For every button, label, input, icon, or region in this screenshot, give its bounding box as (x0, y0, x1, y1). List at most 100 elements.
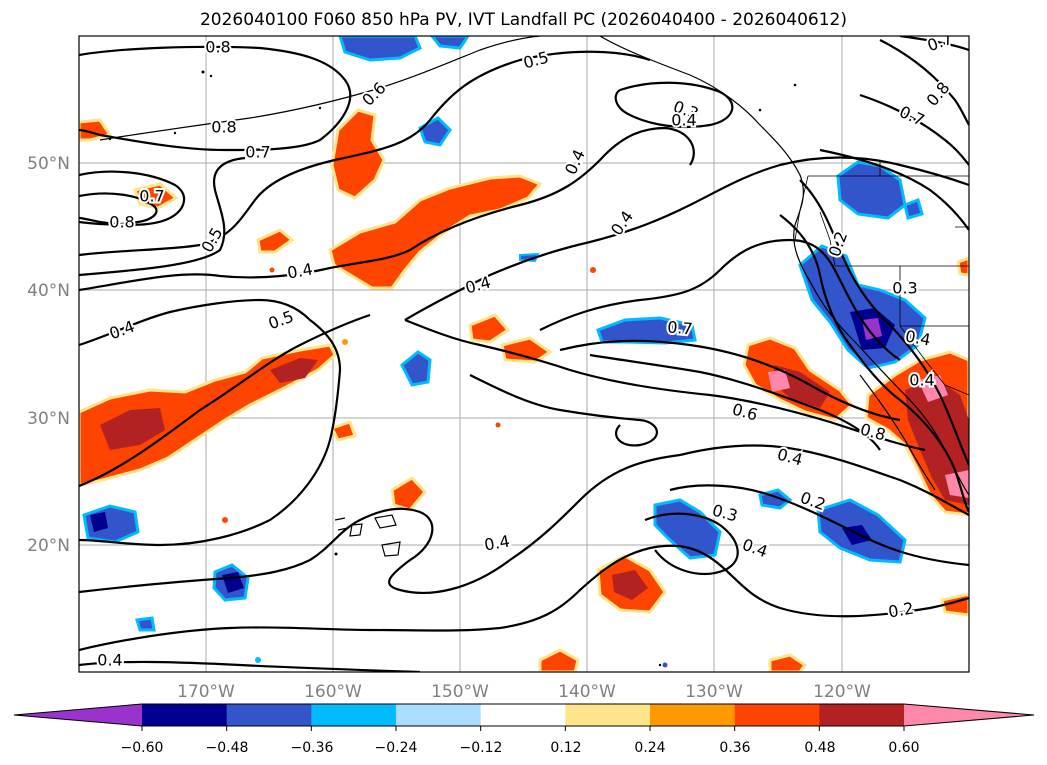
pv-blob-negative (400, 350, 432, 387)
ivt-contour (79, 126, 695, 292)
contour-label: 0.7 (666, 317, 693, 338)
pv-blob-negative (418, 116, 452, 147)
contour-label: 0.3 (892, 279, 917, 298)
pv-blob-positive (256, 228, 295, 254)
lat-label: 30°N (27, 409, 70, 429)
pv-dot-positive (222, 517, 228, 523)
colorbar-segment (819, 704, 905, 726)
lon-label: 130°W (685, 682, 743, 702)
island-speck (318, 106, 322, 110)
island-speck (173, 131, 177, 135)
ivt-contour (819, 148, 969, 231)
contour-label: 0.7 (139, 187, 164, 206)
ivt-contour (859, 93, 969, 166)
ivt-contour (79, 298, 342, 547)
island-speck (209, 74, 213, 78)
colorbar-tick-label: −0.60 (121, 740, 164, 756)
pv-blob-positive (329, 420, 357, 442)
pv-blob-negative (82, 504, 140, 544)
island-speck (758, 108, 762, 112)
pv-dot-positive (269, 267, 275, 273)
state-border (819, 211, 836, 267)
map-frame (78, 35, 970, 673)
coastline-baja (859, 374, 936, 491)
lon-label: 170°W (177, 682, 235, 702)
pv-blob-positive-extreme (945, 470, 969, 498)
colorbar-tick-label: 0.36 (719, 740, 750, 756)
island-speck (108, 137, 112, 141)
colorbar-segment (480, 704, 566, 726)
coastlines (99, 36, 969, 557)
contour-label: 0.7 (245, 143, 270, 162)
ivt-contour (614, 81, 734, 129)
colorbar-tick-label: −0.36 (291, 740, 334, 756)
contour-label: 0.4 (909, 371, 934, 390)
island-speck (793, 83, 797, 87)
pv-blob-negative-extreme (862, 318, 882, 340)
latitude-labels: 50°N 40°N 30°N 20°N (27, 154, 70, 556)
map-title: 2026040100 F060 850 hPa PV, IVT Landfall… (199, 10, 847, 30)
contour-label: 0.4 (671, 111, 696, 130)
ivt-contour (799, 179, 969, 466)
ivt-contour (589, 353, 881, 451)
contour-label: 0.8 (205, 38, 230, 57)
ivt-contour (559, 339, 901, 422)
colorbar-tick-label: −0.48 (206, 740, 249, 756)
island-speck (658, 663, 662, 667)
ivt-contour (539, 238, 901, 361)
colorbar-segment (396, 704, 482, 726)
colorbar-segment (311, 704, 397, 726)
island-specks (108, 70, 797, 667)
lat-label: 20°N (27, 536, 70, 556)
pv-blob-positive-core (905, 378, 969, 505)
pv-blob-positive (538, 648, 580, 672)
colorbar-segment (565, 704, 651, 726)
ivt-contour (79, 170, 186, 226)
pv-dot-positive (590, 267, 596, 273)
colorbar-extension-max (904, 704, 1034, 726)
ivt-contour (469, 374, 658, 447)
ivt-contour (404, 156, 969, 321)
colorbar-segment (734, 704, 820, 726)
colorbar-segment (650, 704, 736, 726)
pv-blob-negative (798, 244, 927, 370)
contour-label: 0.8 (109, 213, 134, 232)
ivt-contour (669, 484, 969, 567)
lon-label: 160°W (304, 682, 362, 702)
colorbar-tick-label: −0.24 (375, 740, 418, 756)
lon-label: 140°W (558, 682, 616, 702)
lat-label: 40°N (27, 281, 70, 301)
pv-dot-negative (255, 657, 261, 663)
colorbar-tick-label: 0.60 (888, 740, 919, 756)
lon-label: 150°W (431, 682, 489, 702)
pv-dot-negative (662, 662, 668, 668)
pv-dot-positive (495, 422, 501, 428)
ivt-contour (79, 192, 158, 226)
state-border (955, 226, 969, 266)
colorbar (13, 703, 1035, 731)
pv-blob-positive (768, 653, 808, 672)
pv-blob-negative (135, 616, 156, 632)
colorbar-segment (226, 704, 312, 726)
longitude-labels: 170°W 160°W 150°W 140°W 130°W 120°W (177, 682, 871, 702)
pv-blob-negative-core (90, 512, 108, 532)
contour-label: 0.8 (211, 118, 236, 137)
lat-label: 50°N (27, 154, 70, 174)
pv-blob-negative (430, 36, 470, 50)
colorbar-tick-labels: −0.60 −0.48 −0.36 −0.24 −0.12 0.12 0.24 … (121, 740, 920, 756)
coastline-north-america (599, 36, 969, 496)
ivt-contour (679, 444, 969, 516)
map-plot-area: 0.80.80.70.70.80.50.40.40.50.40.60.50.40… (79, 36, 969, 672)
ivt-contour (79, 660, 421, 672)
colorbar-tick-label: 0.12 (550, 740, 581, 756)
ivt-contour (79, 544, 969, 652)
ivt-contour (79, 50, 651, 257)
island-speck (334, 552, 338, 556)
pv-blob-negative (338, 36, 422, 62)
colorbar-segment (142, 704, 228, 726)
ivt-contour (644, 512, 739, 575)
colorbar-extension-min (14, 704, 142, 726)
ivt-contour (404, 318, 926, 452)
pv-blob-negative (903, 198, 924, 220)
